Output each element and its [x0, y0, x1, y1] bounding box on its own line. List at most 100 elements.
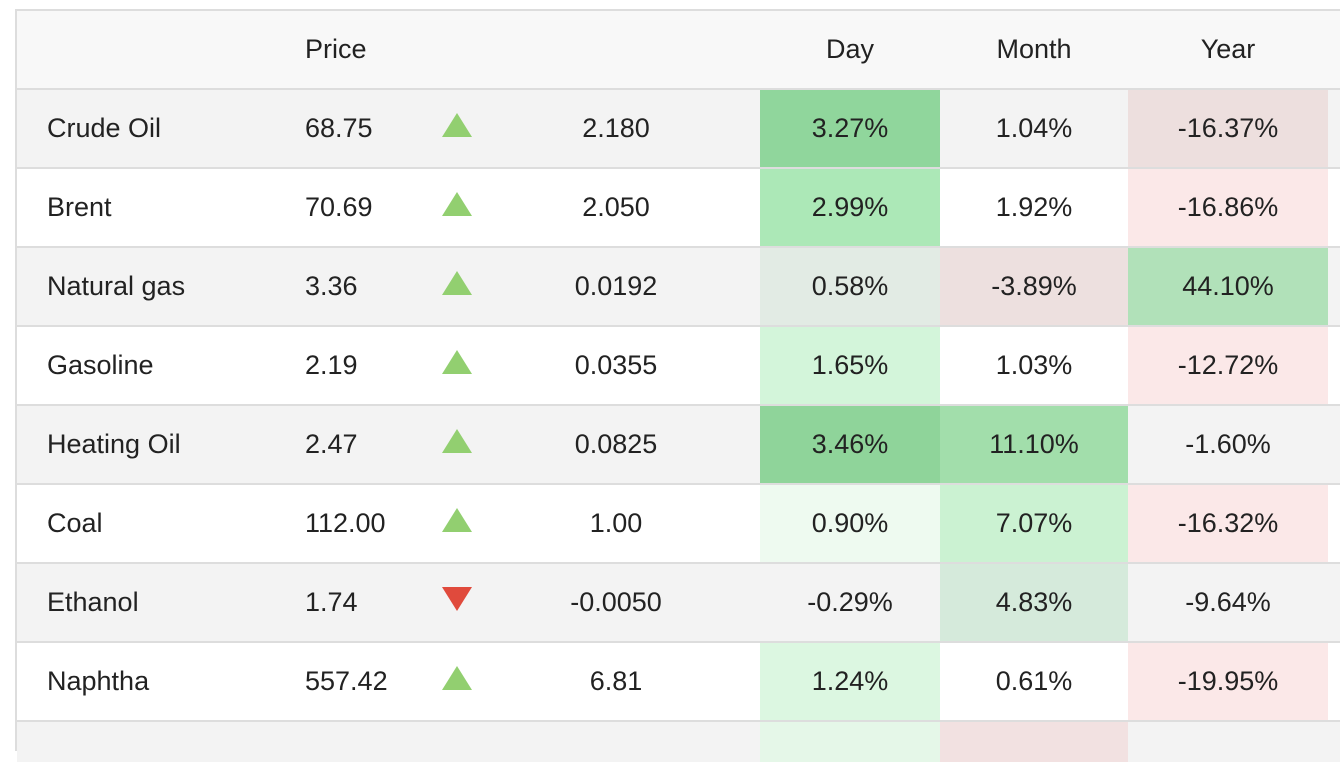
commodity-change: 6.81: [522, 642, 760, 722]
table-row: Gasoline 2.19 0.0355 1.65% 1.03% -12.72%: [17, 326, 1340, 406]
commodity-change: -0.0050: [522, 563, 760, 643]
commodity-change: 1.00: [522, 484, 760, 564]
table-row: Naphtha 557.42 6.81 1.24% 0.61% -19.95%: [17, 642, 1340, 722]
triangle-up-icon: [442, 429, 472, 453]
partial-cell: [17, 721, 275, 762]
commodity-name-link[interactable]: Gasoline: [17, 326, 275, 406]
row-spacer: [1328, 484, 1340, 564]
commodity-name-link[interactable]: Brent: [17, 168, 275, 248]
day-change-pct: 1.65%: [760, 326, 940, 406]
table-row-partial: [17, 721, 1340, 762]
partial-cell: [940, 721, 1128, 762]
year-change-pct: -16.37%: [1128, 89, 1328, 169]
day-change-pct: -0.29%: [760, 563, 940, 643]
month-change-pct: 1.03%: [940, 326, 1128, 406]
triangle-up-icon: [442, 271, 472, 295]
table-header-row: Price Day Month Year: [17, 11, 1340, 90]
change-direction-cell: [442, 484, 522, 564]
commodity-change: 0.0192: [522, 247, 760, 327]
table-row: Ethanol 1.74 -0.0050 -0.29% 4.83% -9.64%: [17, 563, 1340, 643]
change-direction-cell: [442, 405, 522, 485]
month-change-pct: -3.89%: [940, 247, 1128, 327]
year-change-pct: -16.86%: [1128, 168, 1328, 248]
change-direction-cell: [442, 642, 522, 722]
row-spacer: [1328, 168, 1340, 248]
commodity-price: 3.36: [275, 247, 442, 327]
commodity-price: 2.19: [275, 326, 442, 406]
partial-cell: [1128, 721, 1328, 762]
row-spacer: [1328, 89, 1340, 169]
change-direction-cell: [442, 89, 522, 169]
change-direction-cell: [442, 247, 522, 327]
commodity-price: 68.75: [275, 89, 442, 169]
change-direction-cell: [442, 168, 522, 248]
year-change-pct: -1.60%: [1128, 405, 1328, 485]
row-spacer: [1328, 405, 1340, 485]
day-change-pct: 0.58%: [760, 247, 940, 327]
header-arrow: [442, 11, 522, 90]
day-change-pct: 2.99%: [760, 168, 940, 248]
triangle-up-icon: [442, 113, 472, 137]
day-change-pct: 3.27%: [760, 89, 940, 169]
triangle-up-icon: [442, 192, 472, 216]
row-spacer: [1328, 563, 1340, 643]
commodity-name-link[interactable]: Ethanol: [17, 563, 275, 643]
commodity-change: 0.0355: [522, 326, 760, 406]
partial-cell: [442, 721, 522, 762]
header-name: [17, 11, 275, 90]
commodity-price: 1.74: [275, 563, 442, 643]
partial-cell: [760, 721, 940, 762]
year-change-pct: -12.72%: [1128, 326, 1328, 406]
day-change-pct: 1.24%: [760, 642, 940, 722]
table-row: Coal 112.00 1.00 0.90% 7.07% -16.32%: [17, 484, 1340, 564]
partial-cell: [522, 721, 760, 762]
commodity-name-link[interactable]: Natural gas: [17, 247, 275, 327]
commodity-price: 70.69: [275, 168, 442, 248]
table-body: Crude Oil 68.75 2.180 3.27% 1.04% -16.37…: [17, 89, 1340, 762]
change-direction-cell: [442, 326, 522, 406]
year-change-pct: -16.32%: [1128, 484, 1328, 564]
table-row: Heating Oil 2.47 0.0825 3.46% 11.10% -1.…: [17, 405, 1340, 485]
table-row: Natural gas 3.36 0.0192 0.58% -3.89% 44.…: [17, 247, 1340, 327]
partial-cell: [1328, 721, 1340, 762]
triangle-up-icon: [442, 508, 472, 532]
day-change-pct: 3.46%: [760, 405, 940, 485]
change-direction-cell: [442, 563, 522, 643]
commodity-name-link[interactable]: Crude Oil: [17, 89, 275, 169]
header-change: [522, 11, 760, 90]
commodity-price: 2.47: [275, 405, 442, 485]
year-change-pct: -19.95%: [1128, 642, 1328, 722]
commodity-price: 557.42: [275, 642, 442, 722]
triangle-up-icon: [442, 350, 472, 374]
header-year[interactable]: Year: [1128, 11, 1328, 90]
row-spacer: [1328, 247, 1340, 327]
month-change-pct: 0.61%: [940, 642, 1128, 722]
commodity-price: 112.00: [275, 484, 442, 564]
table-row: Brent 70.69 2.050 2.99% 1.92% -16.86%: [17, 168, 1340, 248]
triangle-down-icon: [442, 587, 472, 611]
commodity-change: 2.050: [522, 168, 760, 248]
year-change-pct: 44.10%: [1128, 247, 1328, 327]
header-price[interactable]: Price: [275, 11, 442, 90]
year-change-pct: -9.64%: [1128, 563, 1328, 643]
header-spacer: [1328, 11, 1340, 90]
month-change-pct: 7.07%: [940, 484, 1128, 564]
table-row: Crude Oil 68.75 2.180 3.27% 1.04% -16.37…: [17, 89, 1340, 169]
month-change-pct: 11.10%: [940, 405, 1128, 485]
month-change-pct: 4.83%: [940, 563, 1128, 643]
day-change-pct: 0.90%: [760, 484, 940, 564]
commodity-change: 0.0825: [522, 405, 760, 485]
commodities-table: Price Day Month Year Crude Oil 68.75 2.1…: [17, 11, 1340, 762]
month-change-pct: 1.92%: [940, 168, 1128, 248]
row-spacer: [1328, 326, 1340, 406]
commodity-name-link[interactable]: Coal: [17, 484, 275, 564]
row-spacer: [1328, 642, 1340, 722]
commodity-name-link[interactable]: Naphtha: [17, 642, 275, 722]
commodity-change: 2.180: [522, 89, 760, 169]
month-change-pct: 1.04%: [940, 89, 1128, 169]
header-month[interactable]: Month: [940, 11, 1128, 90]
commodity-name-link[interactable]: Heating Oil: [17, 405, 275, 485]
header-day[interactable]: Day: [760, 11, 940, 90]
partial-cell: [275, 721, 442, 762]
triangle-up-icon: [442, 666, 472, 690]
